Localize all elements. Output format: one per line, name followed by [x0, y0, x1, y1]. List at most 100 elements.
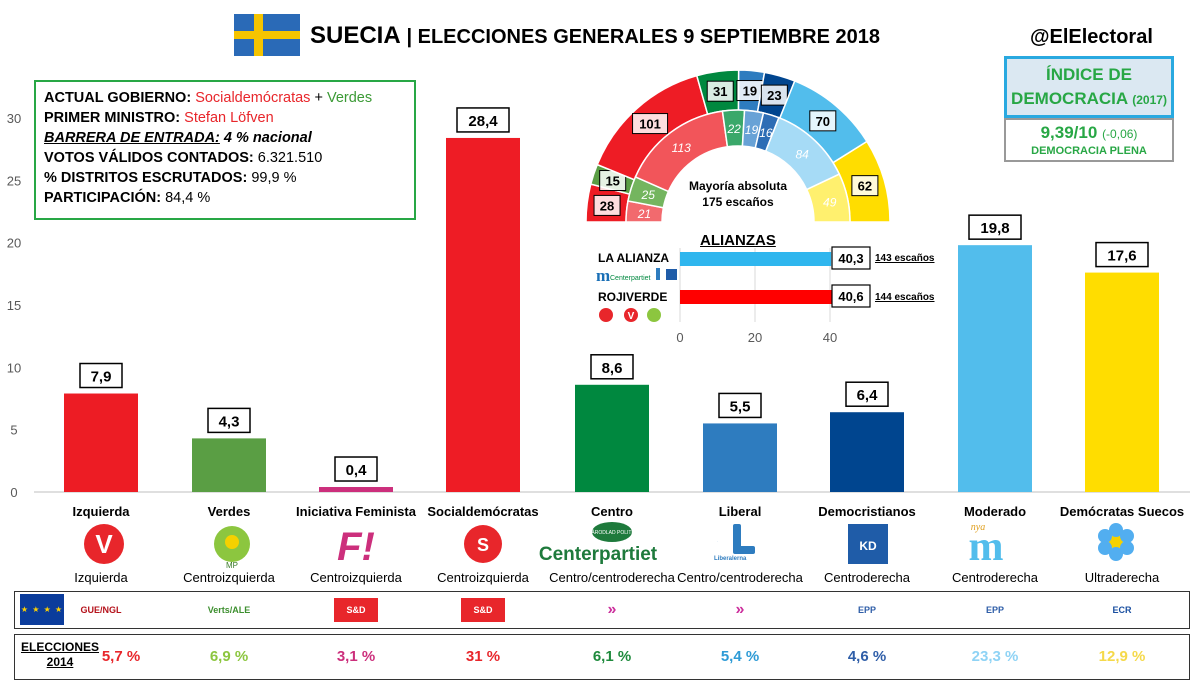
ideology-label-8: Ultraderecha [1084, 570, 1160, 585]
votes-label: VOTOS VÁLIDOS CONTADOS: [44, 150, 254, 166]
ideology-label-6: Centroderecha [824, 570, 910, 585]
party-label-0: Izquierda [72, 504, 130, 519]
eu-group-6: EPP [857, 605, 876, 615]
alliance-seats-2: 144 escaños [875, 292, 935, 303]
pm-name: Stefan Löfven [184, 110, 274, 126]
districts-value: 99,9 % [251, 170, 297, 186]
bar-4 [575, 384, 649, 492]
bar-5 [703, 423, 777, 492]
bar-3 [446, 137, 520, 493]
sap-mini-logo [599, 308, 613, 322]
y-tick-label-0: 0 [10, 485, 17, 500]
seats-2018-label-4: 19 [743, 84, 757, 99]
v-mini-logo [624, 308, 638, 322]
seats-2018-label-2: 101 [639, 117, 661, 132]
seats-2018-label-6: 70 [816, 114, 830, 129]
votes-value: 6.321.510 [257, 150, 323, 166]
alliance-name-1: LA ALIANZA [598, 251, 670, 265]
main-bar-chart: 0 5 10 15 20 25 30 7,9 4,3 0,4 28,4 8,6 5,5 6,4 19,8 1… [7, 107, 1190, 500]
bar-2 [319, 487, 393, 492]
seats-2014-label-3: 22 [727, 122, 742, 136]
seats-2014-label-4: 19 [745, 123, 759, 137]
democracy-title-1: ÍNDICE DE [1046, 65, 1132, 84]
elections-2014-row [14, 634, 1190, 680]
bars-group: 7,9 4,3 0,4 28,4 8,6 5,5 6,4 19,8 17,6 [64, 107, 1159, 493]
eu-groups-row [14, 591, 1190, 629]
mp-mini-logo [647, 308, 661, 322]
value-label-1: 4,3 [219, 413, 240, 430]
value-label-0: 7,9 [91, 369, 112, 386]
value-label-box-1 [207, 407, 251, 434]
svg-text:nya: nya [971, 522, 985, 533]
democracy-score-box: 9,39/10 (-0,06) DEMOCRACIA PLENA [1004, 118, 1174, 162]
seats-2018-label-7: 62 [858, 179, 872, 194]
value-label-6: 6,4 [857, 387, 879, 404]
democracy-title-2: DEMOCRACIA [1011, 89, 1128, 108]
seats-2018-box-2 [632, 113, 669, 135]
gov-party-1: Socialdemócratas [195, 90, 311, 106]
seats-2018-label-1: 15 [605, 174, 619, 189]
y-tick-label-5: 25 [7, 173, 21, 188]
alliance-bar-0 [680, 252, 832, 266]
miljopartiet-logo: MP [214, 526, 250, 570]
party-label-1: Verdes [207, 504, 251, 519]
centerpartiet-mini-logo: Centerpartiet [610, 275, 651, 282]
eu-group-1: Verts/ALE [207, 605, 251, 615]
twitter-handle: @ElElectoral [1030, 26, 1153, 48]
value-label-box-0 [79, 362, 123, 389]
alliance-tick-1: 20 [748, 330, 762, 345]
democracy-index-box: ÍNDICE DE DEMOCRACIA (2017) [1004, 56, 1174, 118]
bar-6 [830, 412, 904, 492]
bar-0 [64, 393, 138, 492]
elections-2014-value-2: 3,1 % [336, 648, 376, 665]
value-label-7: 19,8 [980, 220, 1009, 237]
eu-group-4: » [607, 601, 617, 618]
sverigedemokraterna-logo: SD [1098, 523, 1134, 561]
moderat-mini-logo: m [596, 266, 610, 284]
alliance-tick-0: 0 [676, 330, 683, 345]
value-label-8: 17,6 [1107, 248, 1136, 265]
svg-text:NÄRODLAD POLITIK: NÄRODLAD POLITIK [588, 529, 637, 536]
ideology-label-4: Centro/centroderecha [549, 570, 675, 585]
elections-2014-value-1: 6,9 % [209, 648, 249, 665]
barrier-value: 4 % nacional [223, 130, 312, 146]
eu-group-5: » [735, 601, 745, 618]
elections-2014-value-7: 23,3 % [971, 648, 1019, 665]
svg-text:V: V [95, 529, 113, 559]
svg-text:S: S [477, 535, 489, 555]
svg-text:V: V [628, 311, 635, 322]
value-label-5: 5,5 [730, 398, 751, 415]
eu-group-7: EPP [985, 605, 1004, 615]
districts-label: % DISTRITOS ESCRUTADOS: [44, 170, 248, 186]
seats-2014-label-0: 21 [637, 207, 651, 221]
alliance-value-box-0 [831, 246, 871, 270]
seats-2014-label-1: 25 [641, 188, 656, 202]
party-logos: V MP F! S NÄRODLAD POLITIK Centerpartiet… [84, 522, 1134, 570]
sweden-flag [234, 14, 300, 56]
bar-8 [1085, 272, 1159, 492]
party-label-2: Iniciativa Feminista [296, 504, 416, 519]
democracy-label: DEMOCRACIA PLENA [1031, 145, 1147, 157]
seats-2018-label-5: 23 [767, 88, 781, 103]
seats-2018-box-0 [593, 194, 621, 216]
value-label-4: 8,6 [602, 360, 623, 377]
alliance-name-2: ROJIVERDE [598, 290, 668, 304]
party-label-3: Socialdemócratas [427, 504, 539, 519]
seats-2018-box-3 [706, 80, 734, 102]
kristdemokraterna-logo: KD [848, 524, 888, 564]
eu-group-0: GUE/NGL [80, 605, 122, 615]
majority-line-2: 175 escaños [702, 195, 774, 209]
y-tick-label-1: 5 [10, 423, 17, 438]
eu-group-8: ECR [1112, 605, 1132, 615]
value-label-box-5 [718, 392, 762, 419]
value-label-2: 0,4 [346, 462, 368, 479]
ideology-label-1: Centroizquierda [183, 570, 275, 585]
y-tick-label-4: 20 [7, 236, 21, 251]
svg-text:L: L [717, 541, 718, 543]
party-label-6: Democristianos [818, 504, 916, 519]
turnout-value: 84,4 % [165, 190, 211, 206]
value-label-box-6 [845, 381, 889, 407]
barrier-label: BARRERA DE ENTRADA: [44, 130, 220, 146]
socialdemokraterna-logo: S [464, 525, 502, 563]
